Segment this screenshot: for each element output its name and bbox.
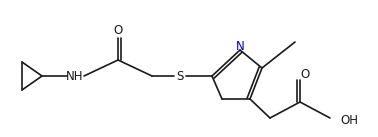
Text: N: N xyxy=(235,39,244,52)
Text: NH: NH xyxy=(66,69,84,82)
Text: S: S xyxy=(176,69,184,82)
Text: O: O xyxy=(301,68,310,82)
Text: O: O xyxy=(113,25,122,38)
Text: OH: OH xyxy=(340,113,358,126)
